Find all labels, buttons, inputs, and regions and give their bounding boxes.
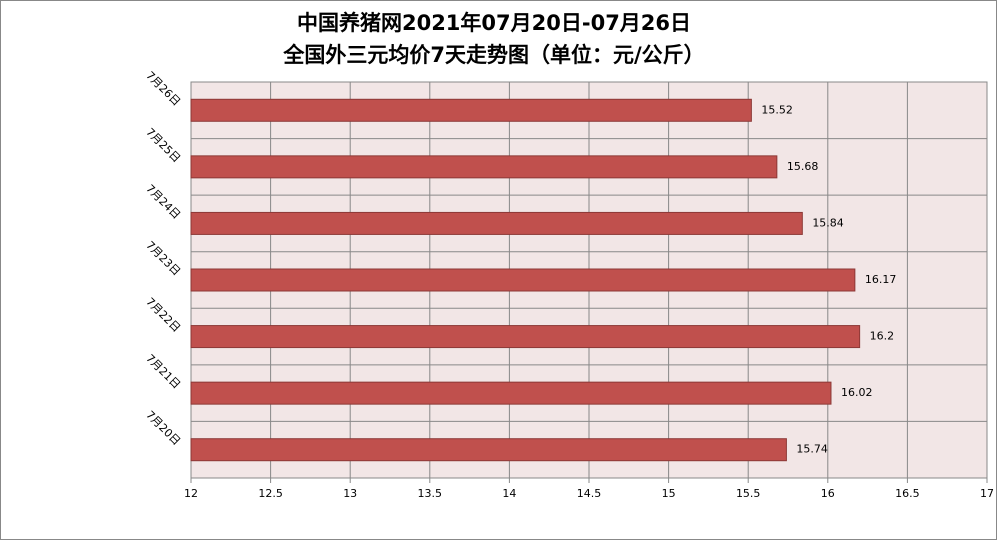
bar — [190, 98, 752, 122]
value-label: 16.02 — [841, 386, 873, 399]
x-tick-label: 16.5 — [895, 487, 920, 500]
bar — [190, 438, 787, 462]
x-tick-label: 14.5 — [577, 487, 602, 500]
bar — [190, 268, 856, 292]
value-label: 15.52 — [761, 103, 793, 116]
x-tick-label: 16 — [821, 487, 835, 500]
value-label: 16.17 — [865, 273, 897, 286]
x-tick-label: 17 — [980, 487, 994, 500]
x-tick-label: 12 — [184, 487, 198, 500]
value-label: 15.84 — [812, 216, 844, 229]
chart-title: 中国养猪网2021年07月20日-07月26日 — [297, 11, 691, 35]
value-label: 15.74 — [796, 443, 828, 456]
value-label: 15.68 — [787, 160, 819, 173]
bar — [190, 155, 778, 179]
chart-subtitle: 全国外三元均价7天走势图（单位：元/公斤） — [282, 43, 704, 67]
bar — [190, 381, 832, 405]
x-tick-label: 13 — [343, 487, 357, 500]
bar — [190, 211, 803, 235]
x-tick-label: 14 — [502, 487, 516, 500]
x-tick-label: 15 — [662, 487, 676, 500]
x-tick-label: 15.5 — [736, 487, 761, 500]
x-tick-label: 12.5 — [258, 487, 283, 500]
x-tick-label: 13.5 — [418, 487, 443, 500]
bar — [190, 325, 861, 349]
value-label: 16.2 — [870, 330, 895, 343]
